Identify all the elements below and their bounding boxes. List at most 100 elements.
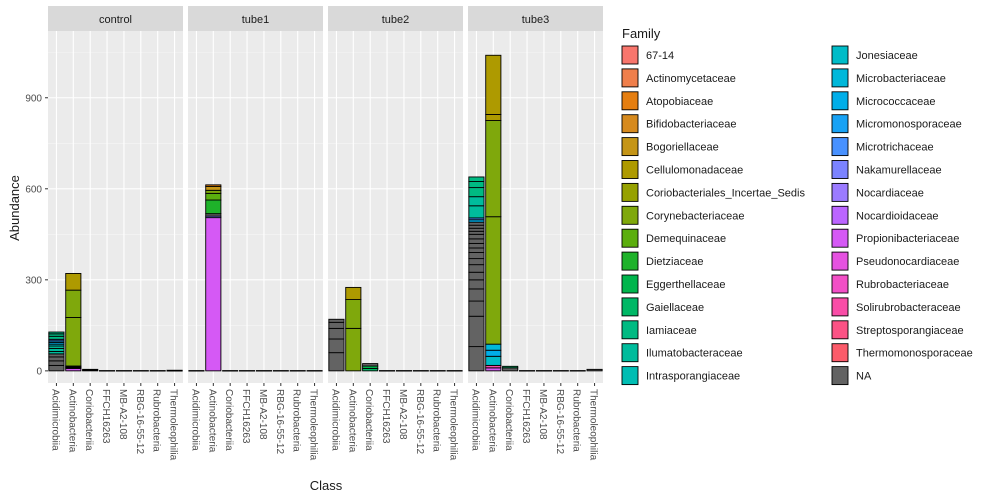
bar-segment-NA [132, 370, 149, 372]
legend-key [621, 274, 639, 294]
legend: Family 67-14 Actinomycetaceae Atopobiaceae… [621, 26, 973, 386]
legend-label: Solirubrobacteraceae [856, 302, 961, 314]
x-tick-label: MB-A2-108 [117, 389, 128, 440]
bar-segment-NA [429, 370, 446, 372]
legend-item: Ilumatobacteraceae [621, 343, 743, 363]
bar-segment-Ilumatobacteraceae [468, 196, 485, 207]
bar-segment-NA [468, 242, 485, 249]
x-tick-label: Rubrobacteria [291, 389, 302, 452]
bar-segment-NA [328, 321, 345, 329]
legend-label: Nocardioidaceae [856, 210, 939, 222]
x-tick-label: FFCH16263 [100, 389, 111, 444]
legend-title: Family [622, 26, 661, 41]
bar-segment-NA [188, 370, 205, 372]
bar-segment-Corynebacteriaceae [345, 327, 362, 372]
legend-item: Bifidobacteriaceae [621, 114, 737, 134]
bar-segment-Jonesiaceae [485, 355, 502, 366]
legend-item: Microbacteriaceae [831, 68, 946, 88]
legend-item: Demequinaceae [621, 228, 726, 248]
legend-label: Ilumatobacteraceae [646, 348, 743, 360]
bar-segment-NA [468, 233, 485, 240]
legend-key [621, 182, 639, 202]
legend-key [621, 251, 639, 271]
legend-label: Nocardiaceae [856, 187, 924, 199]
x-tick-label: Acidimicrobiia [329, 389, 340, 451]
legend-key [831, 137, 849, 157]
bar-segment-Gaiellaceae [502, 365, 519, 369]
bar-segment-Eggerthellaceae [82, 368, 99, 371]
x-axis-title: Class [310, 478, 343, 493]
x-tick-label: Actinobacteria [486, 389, 497, 453]
legend-item: Iamiaceae [621, 320, 697, 340]
legend-key [831, 160, 849, 179]
facet-strip [328, 6, 463, 31]
bar-segment-NA [468, 224, 485, 229]
legend-label: Dietziaceae [646, 256, 703, 268]
y-tick-label: 900 [25, 93, 42, 104]
x-tick-label: Actinobacteria [346, 389, 357, 453]
legend-label: Atopobiaceae [646, 96, 713, 108]
bar-segment-Bogoriellaceae [205, 185, 222, 191]
bar-segment-NA [468, 315, 485, 348]
legend-label: Rubrobacteriaceae [856, 279, 949, 291]
bar-segment-Demequinaceae [205, 192, 222, 201]
facet-strip [48, 6, 183, 31]
legend-label: Bogoriellaceae [646, 142, 719, 154]
bar-segment-NA [468, 346, 485, 372]
facet-panel-tube1: tube1 Acidimicrobiia Actinobacteria Corioba… [188, 6, 323, 461]
bar-segment-NA [379, 370, 396, 372]
x-tick-label: Rubrobacteria [151, 389, 162, 452]
bar-segment-NA [115, 370, 132, 372]
bar-segment-NA [535, 370, 552, 372]
legend-item: Coriobacteriales_Incertae_Sedis [621, 182, 805, 202]
bar-segment-Microbacteriaceae [485, 343, 502, 351]
bar-segment-Corynebacteriaceae [345, 299, 362, 329]
legend-key [831, 228, 849, 248]
bar-segment-Corynebacteriaceae [65, 289, 82, 318]
legend-item: Eggerthellaceae [621, 274, 726, 294]
bar-segment-NA [468, 238, 485, 244]
bar-segment-Atopobiaceae [205, 184, 222, 187]
bar-segment-Cellulomonadaceae [345, 286, 362, 301]
legend-item: Gaiellaceae [621, 297, 704, 317]
legend-label: Gaiellaceae [646, 302, 704, 314]
x-tick-label: MB-A2-108 [537, 389, 548, 440]
legend-item: Solirubrobacteraceae [831, 297, 961, 317]
bar-segment-NA [468, 258, 485, 266]
bar-segment-NA [468, 221, 485, 226]
legend-item: Pseudonocardiaceae [831, 251, 959, 271]
x-tick-label: RBG-16-55-12 [554, 389, 565, 454]
legend-item: 67-14 [621, 45, 674, 65]
legend-key [831, 297, 849, 317]
legend-label: Nakamurellaceae [856, 165, 942, 177]
legend-key [831, 114, 849, 134]
bar-segment-Cellulomonadaceae [65, 273, 82, 291]
legend-key [831, 205, 849, 225]
y-tick-label: 600 [25, 184, 42, 195]
legend-label: 67-14 [646, 50, 674, 62]
legend-item: Nocardiaceae [831, 182, 924, 202]
legend-item: Intrasporangiaceae [621, 366, 740, 386]
bar-segment-Iamiaceae [468, 187, 485, 198]
bar-segment-NA [272, 370, 289, 372]
bar-segment-Cellulomonadaceae [485, 113, 502, 121]
bar-segment-NA [328, 352, 345, 372]
x-tick-label: FFCH16263 [240, 389, 251, 444]
legend-label: Pseudonocardiaceae [856, 256, 959, 268]
x-tick-label: Coriobacteriia [223, 389, 234, 451]
bar-segment-NA [48, 356, 65, 362]
x-tick-label: FFCH16263 [380, 389, 391, 444]
legend-label: Bifidobacteriaceae [646, 119, 737, 131]
bar-segment-NA [468, 252, 485, 260]
legend-label: NA [856, 371, 872, 383]
legend-item: Rubrobacteriaceae [831, 274, 949, 294]
bar-segment-NA [395, 370, 412, 372]
legend-label: Micromonosporaceae [856, 119, 962, 131]
legend-key [621, 68, 639, 88]
bar-segment-Iamiaceae [48, 331, 65, 335]
bar-segment-Iamiaceae [468, 176, 485, 182]
bar-segment-NA [328, 327, 345, 340]
legend-key [831, 182, 849, 202]
bar-segment-NA [412, 370, 429, 372]
bar-segment-NA [48, 360, 65, 366]
